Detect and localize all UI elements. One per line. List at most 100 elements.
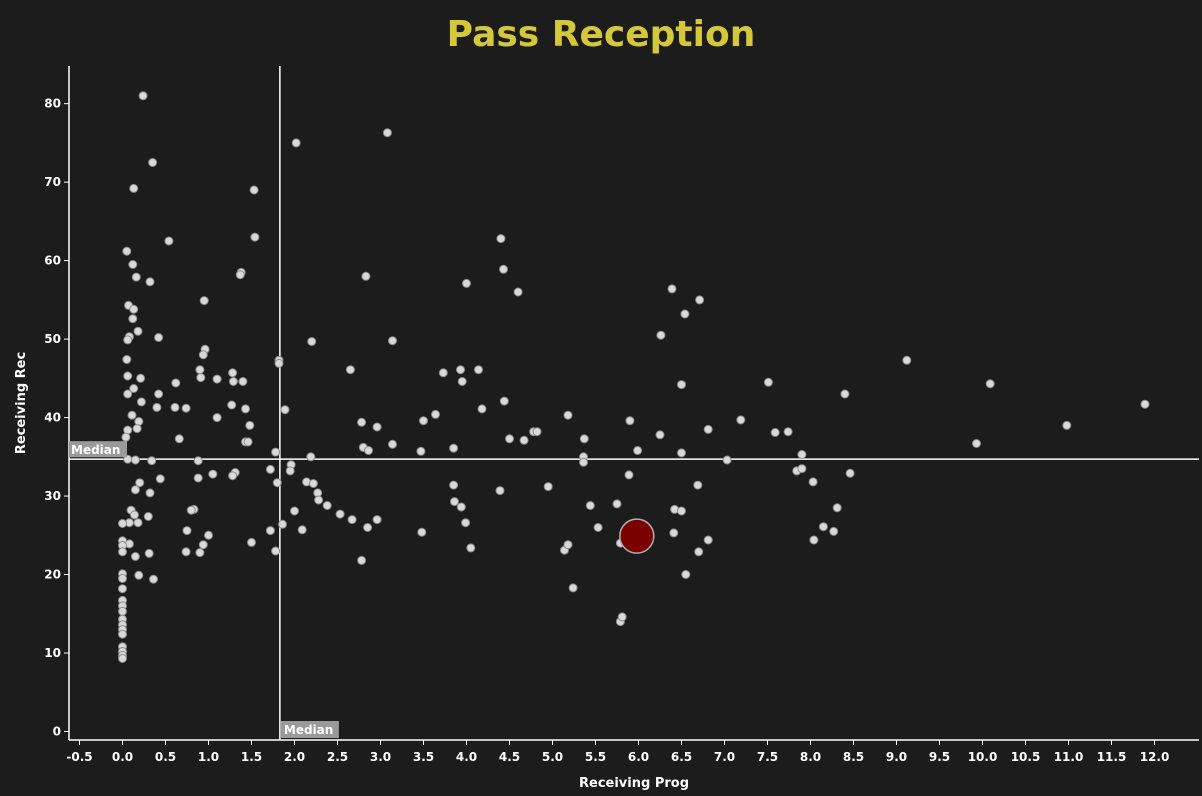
data-point [122,355,132,364]
data-point [456,502,466,512]
data-point [271,546,281,556]
data-point [474,365,483,375]
data-point [152,402,162,412]
data-point [122,246,132,256]
data-point [449,480,459,490]
x-tick-label: 8.5 [843,750,864,764]
data-point [131,272,141,282]
data-point [347,515,357,525]
data-point [972,439,981,448]
data-point [186,505,196,515]
x-tick-label: 2.5 [327,750,348,764]
data-point [138,91,148,101]
data-point [388,439,397,449]
data-point [182,526,192,536]
data-point [134,570,144,580]
data-point [462,278,471,288]
data-point [363,523,373,532]
data-point [147,456,157,466]
data-point [154,333,164,342]
tick-group: -0.5 0.0 0.5 1.0 1.5 2.0 2.5 3.0 3.5 4.0 4.5 5.0 5.5… [44,97,1169,764]
y-tick-label: 60 [44,254,61,268]
data-point [681,570,691,579]
data-point [291,138,301,148]
data-point [563,410,573,420]
data-point [285,466,295,476]
data-point [322,501,332,510]
x-tick-label: 12.0 [1140,750,1170,764]
data-point [123,371,133,381]
data-point [238,377,248,386]
data-point [118,629,127,639]
data-point [456,365,465,375]
data-point [449,443,459,453]
data-point [118,574,127,583]
data-point [297,525,307,535]
data-point [228,377,238,386]
data-point [235,270,245,280]
data-point [335,509,345,519]
chart-title: Pass Reception [447,14,756,55]
data-point [198,540,208,550]
data-point [149,574,158,584]
x-tick-label: 6.5 [671,750,692,764]
data-point [722,455,732,465]
data-point [130,485,140,495]
data-point [703,424,713,434]
data-point [495,486,505,496]
data-point [274,358,284,368]
data-point [832,503,842,513]
data-point [677,380,686,390]
data-point [145,277,155,287]
data-point [199,296,209,306]
data-point [130,455,140,465]
data-point [617,612,627,622]
data-point [818,522,828,532]
data-point [118,584,127,594]
data-point [204,530,213,540]
x-tick-label: 2.0 [284,750,305,764]
data-point [763,377,773,387]
data-point [985,379,995,389]
data-point [669,528,679,538]
data-point [357,417,367,427]
data-point [625,416,635,426]
data-point [417,527,427,537]
data-point [513,287,523,297]
data-point [563,540,573,550]
data-point [579,434,589,444]
data-point [695,295,705,305]
data-point [372,422,382,432]
median-x-label: Median [284,723,333,737]
data-point [703,535,713,545]
x-tick-label: 10.5 [1011,750,1041,764]
x-tick-label: 5.0 [542,750,563,764]
data-point [290,506,299,516]
data-point [357,555,367,565]
data-point [272,478,282,488]
data-point [128,260,138,269]
axes [68,66,1199,741]
data-point [308,479,318,488]
x-tick-label: 9.5 [929,750,950,764]
data-point [655,430,665,440]
data-point [129,304,139,314]
data-point [382,128,392,138]
data-point [243,437,253,447]
data-point [372,515,382,525]
data-point [250,232,260,242]
data-point [265,526,275,536]
data-point [543,482,553,492]
data-point [193,473,203,483]
data-point [265,464,275,474]
data-point [902,355,912,365]
data-point [123,335,133,345]
data-point [130,552,140,561]
data-point [693,480,703,490]
data-point [118,606,127,616]
data-point [155,474,165,484]
data-point [499,396,509,406]
y-tick-label: 70 [44,175,61,189]
x-tick-label: 7.5 [757,750,778,764]
data-point [579,457,588,467]
